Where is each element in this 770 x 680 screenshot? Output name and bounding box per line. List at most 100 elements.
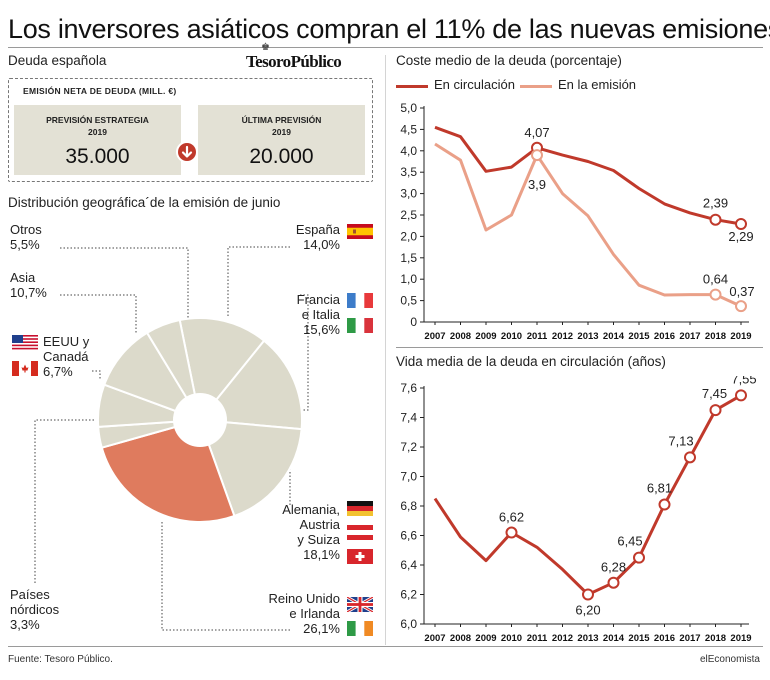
- x-tick-label: 2018: [705, 331, 726, 342]
- pie-label-alemania-name1: Alemania,: [282, 502, 340, 517]
- pie-label-nordicos-value: 3,3%: [10, 617, 40, 632]
- pie-label-espana-value: 14,0%: [303, 237, 340, 252]
- x-tick-label: 2008: [450, 633, 471, 644]
- y-tick-label: 0: [410, 315, 417, 329]
- y-tick-label: 0,5: [400, 294, 417, 308]
- series-marker: [633, 551, 645, 564]
- y-tick-label: 6,8: [400, 499, 417, 513]
- pie-leader-7: [161, 520, 290, 631]
- x-tick-label: 2013: [577, 633, 598, 644]
- data-label: 7,45: [702, 386, 727, 401]
- pie-leader-1: [60, 294, 137, 333]
- y-tick-label: 3,5: [400, 165, 417, 179]
- series-marker: [735, 217, 747, 230]
- pie-label-asia-value: 10,7%: [10, 285, 47, 300]
- x-tick-label: 2015: [628, 331, 650, 342]
- pie-label-francia-name1: Francia: [296, 292, 340, 307]
- card-strategy: PREVISIÓN ESTRATEGIA 2019 35.000: [14, 105, 181, 175]
- pie-label-nordicos-name1: Países: [10, 587, 50, 602]
- legend-label-circulacion: En circulación: [434, 77, 515, 92]
- y-tick-label: 3,0: [400, 187, 417, 201]
- data-label: 6,45: [617, 534, 642, 549]
- x-tick-label: 2007: [424, 331, 445, 342]
- legend-swatch-emision: [520, 85, 552, 88]
- series-marker: [709, 213, 722, 226]
- pie-label-asia-name: Asia: [10, 270, 36, 285]
- x-tick-label: 2017: [679, 331, 700, 342]
- x-tick-label: 2011: [527, 331, 548, 342]
- y-tick-label: 7,2: [400, 440, 417, 454]
- card-strategy-label-line1: PREVISIÓN ESTRATEGIA: [46, 115, 149, 125]
- y-tick-label: 6,2: [400, 588, 417, 602]
- pie-label-eeuu-name2: Canadá: [43, 349, 89, 364]
- series-marker: [684, 451, 696, 464]
- data-label: 6,81: [647, 481, 672, 496]
- y-tick-label: 6,6: [400, 529, 417, 543]
- x-tick-label: 2016: [654, 331, 675, 342]
- pie-label-reinounido-value: 26,1%: [303, 621, 340, 636]
- pie-label-espana-name: España: [295, 222, 340, 237]
- series-marker: [735, 389, 747, 402]
- series-line-0: [433, 394, 742, 596]
- series-marker: [582, 588, 594, 601]
- x-tick-label: 2011: [527, 633, 548, 644]
- page-title: Los inversores asiáticos compran el 11% …: [8, 14, 770, 44]
- pie-slice-1: [198, 339, 303, 431]
- pie-label-reinounido-name1: Reino Unido: [268, 591, 340, 606]
- data-label: 0,37: [729, 284, 754, 299]
- card-latest-label-line2: 2019: [272, 127, 291, 137]
- life-chart: 6,0 6,2 6,4 6,6 6,8 7,0 7,2 7,4 7,6 2007 2008 2009 2…: [400, 376, 756, 644]
- footer-source: Fuente: Tesoro Público.: [8, 654, 113, 665]
- data-label: 6,28: [601, 560, 626, 575]
- x-tick-label: 2010: [501, 633, 522, 644]
- usa-flag-icon: [12, 335, 38, 350]
- y-tick-label: 2,0: [400, 229, 417, 243]
- column-divider: [385, 55, 386, 645]
- germany-flag-icon: [347, 501, 373, 516]
- y-tick-label: 4,5: [400, 122, 417, 136]
- card-strategy-value: 35.000: [65, 145, 130, 168]
- pie-slice-7: [145, 318, 201, 421]
- footer-rule: [8, 646, 763, 647]
- y-tick-label: 4,0: [400, 144, 417, 158]
- data-label: 0,64: [703, 272, 728, 287]
- pie-label-francia: Francia e Italia 15,6%: [297, 292, 340, 337]
- pie-label-francia-name2: e Italia: [301, 307, 340, 322]
- data-label: 6,20: [575, 603, 600, 618]
- x-tick-label: 2009: [475, 633, 496, 644]
- series-line-1: [434, 142, 742, 308]
- legend-label-emision: En la emisión: [558, 77, 637, 92]
- card-strategy-label: PREVISIÓN ESTRATEGIA 2019: [14, 114, 181, 138]
- x-tick-label: 2012: [552, 633, 573, 644]
- pie-label-asia: Asia 10,7%: [10, 270, 47, 300]
- debt-section-title: Deuda española: [8, 53, 107, 68]
- data-label: 7,13: [668, 433, 693, 448]
- chart-separator: [396, 347, 763, 348]
- france-flag-icon: [347, 293, 373, 308]
- series-marker: [735, 300, 747, 313]
- pie-leader-5: [300, 294, 309, 411]
- y-tick-label: 2,5: [400, 208, 417, 222]
- card-strategy-label-line2: 2019: [88, 127, 107, 137]
- life-chart-title: Vida media de la deuda en circulación (a…: [396, 354, 666, 369]
- data-label: 2,29: [728, 229, 753, 244]
- ireland-flag-icon: [347, 621, 373, 636]
- pie-section-title: Distribución geográfica´de la emisión de…: [8, 195, 281, 210]
- pie-leader-3: [34, 419, 95, 583]
- x-tick-label: 2014: [603, 331, 625, 342]
- cost-chart: 0 0,5 1,0 1,5 2,0 2,5 3,0 3,5 4,0 4,5 5,0 2007 2008 2…: [400, 101, 754, 342]
- card-latest: ÚLTIMA PREVISIÓN 2019 20.000: [198, 105, 365, 175]
- series-marker: [709, 288, 722, 301]
- pie-leader-4: [227, 246, 290, 317]
- card-latest-label: ÚLTIMA PREVISIÓN 2019: [198, 114, 365, 138]
- x-tick-label: 2008: [450, 331, 471, 342]
- tesoro-logo: TesoroPúblico: [246, 52, 342, 71]
- data-label: 3,9: [528, 177, 546, 192]
- series-marker: [531, 149, 543, 162]
- x-tick-label: 2014: [603, 633, 625, 644]
- data-label: 2,39: [703, 196, 728, 211]
- title-rule: [8, 47, 763, 48]
- series-marker: [658, 498, 671, 511]
- data-label: 7,55: [731, 376, 756, 386]
- series-marker: [607, 576, 620, 589]
